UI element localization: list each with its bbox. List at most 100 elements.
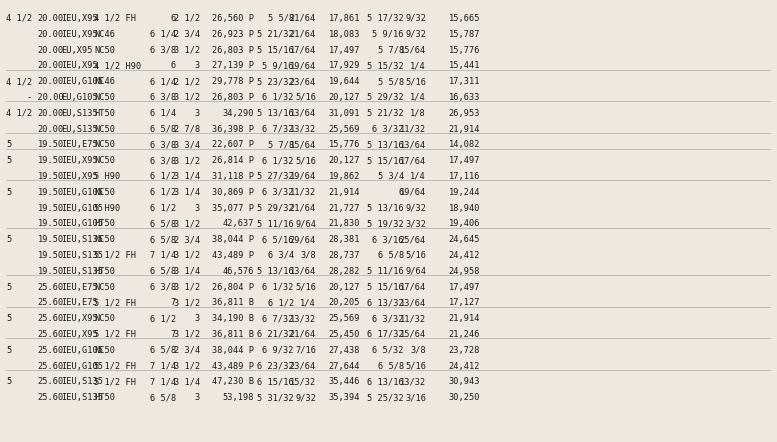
Text: 6 15/16: 6 15/16: [257, 377, 294, 386]
Text: 6 1/2: 6 1/2: [150, 204, 176, 213]
Text: 15/64: 15/64: [290, 141, 316, 149]
Text: 25.60: 25.60: [38, 330, 64, 339]
Text: NC46: NC46: [94, 77, 115, 86]
Text: 3 1/2: 3 1/2: [174, 330, 200, 339]
Text: 3: 3: [195, 204, 200, 213]
Text: 30,250: 30,250: [448, 393, 480, 402]
Text: 19,862: 19,862: [329, 172, 360, 181]
Text: 9/64: 9/64: [295, 219, 316, 229]
Text: 24,412: 24,412: [448, 251, 480, 260]
Text: 43,489 P: 43,489 P: [212, 362, 254, 370]
Text: 5 7/8: 5 7/8: [378, 46, 404, 54]
Text: 26,953: 26,953: [448, 109, 480, 118]
Text: 25,569: 25,569: [329, 125, 360, 133]
Text: 14,082: 14,082: [448, 141, 480, 149]
Text: 21,830: 21,830: [329, 219, 360, 229]
Text: EU,X95: EU,X95: [61, 46, 92, 54]
Text: 6 1/32: 6 1/32: [263, 93, 294, 102]
Text: 5 13/16: 5 13/16: [368, 141, 404, 149]
Text: NC50: NC50: [94, 125, 115, 133]
Text: 6 3/8: 6 3/8: [150, 46, 176, 54]
Text: 53,198: 53,198: [222, 393, 254, 402]
Text: 17,497: 17,497: [329, 46, 360, 54]
Text: 5 9/16: 5 9/16: [263, 61, 294, 70]
Text: NC50: NC50: [94, 314, 115, 323]
Text: 13/64: 13/64: [290, 109, 316, 118]
Text: 19.50: 19.50: [38, 219, 64, 229]
Text: 5 23/32: 5 23/32: [257, 77, 294, 86]
Text: 16,633: 16,633: [448, 93, 480, 102]
Text: 25.60: 25.60: [38, 393, 64, 402]
Text: 46,576: 46,576: [222, 267, 254, 276]
Text: IEU,X95: IEU,X95: [61, 314, 98, 323]
Text: 21/64: 21/64: [290, 30, 316, 39]
Text: EU,S135: EU,S135: [61, 109, 98, 118]
Text: 28,282: 28,282: [329, 267, 360, 276]
Text: 7: 7: [171, 298, 176, 307]
Text: 5/16: 5/16: [295, 156, 316, 165]
Text: 6 5/32: 6 5/32: [372, 346, 404, 355]
Text: 19.50: 19.50: [38, 156, 64, 165]
Text: 15,776: 15,776: [329, 141, 360, 149]
Text: 5: 5: [6, 141, 11, 149]
Text: 20,127: 20,127: [329, 156, 360, 165]
Text: 6: 6: [171, 61, 176, 70]
Text: 28,737: 28,737: [329, 251, 360, 260]
Text: 5 25/32: 5 25/32: [368, 393, 404, 402]
Text: 34,190 B: 34,190 B: [212, 314, 254, 323]
Text: 25,450: 25,450: [329, 330, 360, 339]
Text: 21,727: 21,727: [329, 204, 360, 213]
Text: 6 3/8: 6 3/8: [150, 93, 176, 102]
Text: 5/16: 5/16: [405, 251, 426, 260]
Text: 15/64: 15/64: [399, 46, 426, 54]
Text: 6 1/32: 6 1/32: [263, 282, 294, 292]
Text: 5 5/8: 5 5/8: [268, 14, 294, 23]
Text: IEU,G105: IEU,G105: [61, 204, 103, 213]
Text: 5 15/32: 5 15/32: [368, 61, 404, 70]
Text: 20.00: 20.00: [38, 109, 64, 118]
Text: NC50: NC50: [94, 235, 115, 244]
Text: IEU,X95: IEU,X95: [61, 156, 98, 165]
Text: 5 15/16: 5 15/16: [368, 282, 404, 292]
Text: 26,803 P: 26,803 P: [212, 93, 254, 102]
Text: NC50: NC50: [94, 141, 115, 149]
Text: 15,776: 15,776: [448, 46, 480, 54]
Text: 25.60: 25.60: [38, 346, 64, 355]
Text: 5 1/2 FH: 5 1/2 FH: [94, 377, 136, 386]
Text: 17,127: 17,127: [448, 298, 480, 307]
Text: 5 17/32: 5 17/32: [368, 14, 404, 23]
Text: 15,665: 15,665: [448, 14, 480, 23]
Text: 17,497: 17,497: [448, 156, 480, 165]
Text: 6 3/16: 6 3/16: [372, 235, 404, 244]
Text: 5 13/16: 5 13/16: [257, 267, 294, 276]
Text: 43,489 P: 43,489 P: [212, 251, 254, 260]
Text: 35,077 P: 35,077 P: [212, 204, 254, 213]
Text: 6 3/32: 6 3/32: [372, 125, 404, 133]
Text: 25.60: 25.60: [38, 314, 64, 323]
Text: 27,644: 27,644: [329, 362, 360, 370]
Text: 5 21/32: 5 21/32: [257, 30, 294, 39]
Text: 15/64: 15/64: [399, 330, 426, 339]
Text: 38,044 P: 38,044 P: [212, 235, 254, 244]
Text: 6 1/4: 6 1/4: [150, 30, 176, 39]
Text: 19.50: 19.50: [38, 251, 64, 260]
Text: 5 3/4: 5 3/4: [378, 172, 404, 181]
Text: 17,497: 17,497: [448, 282, 480, 292]
Text: 5 H90: 5 H90: [94, 172, 120, 181]
Text: 6 13/32: 6 13/32: [368, 298, 404, 307]
Text: 5/16: 5/16: [295, 282, 316, 292]
Text: 5: 5: [6, 314, 11, 323]
Text: 24,645: 24,645: [448, 235, 480, 244]
Text: 31,118 P: 31,118 P: [212, 172, 254, 181]
Text: 2 7/8: 2 7/8: [174, 125, 200, 133]
Text: 4 1/2: 4 1/2: [6, 109, 33, 118]
Text: 25.60: 25.60: [38, 298, 64, 307]
Text: 23,728: 23,728: [448, 346, 480, 355]
Text: 1/4: 1/4: [410, 93, 426, 102]
Text: 3/8: 3/8: [300, 251, 316, 260]
Text: 6 1/2: 6 1/2: [150, 188, 176, 197]
Text: 5 13/16: 5 13/16: [368, 204, 404, 213]
Text: 11/32: 11/32: [399, 314, 426, 323]
Text: 19.50: 19.50: [38, 204, 64, 213]
Text: 30,943: 30,943: [448, 377, 480, 386]
